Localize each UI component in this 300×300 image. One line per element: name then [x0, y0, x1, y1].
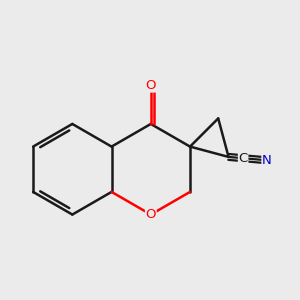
Text: O: O	[146, 208, 156, 221]
Text: C: C	[238, 152, 248, 165]
Text: N: N	[262, 154, 272, 167]
Text: O: O	[146, 79, 156, 92]
